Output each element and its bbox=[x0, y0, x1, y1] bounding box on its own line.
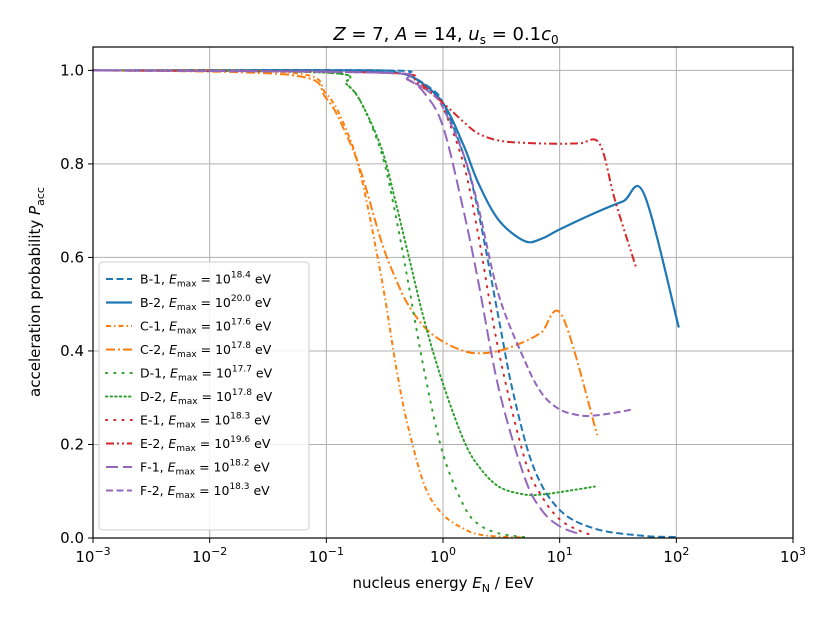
series-line-e-2 bbox=[92, 69, 637, 268]
legend-entry-e-2: E-2, Emax = 1019.6 eV bbox=[140, 435, 271, 454]
y-tick-label: 0.8 bbox=[60, 155, 84, 173]
legend-box bbox=[98, 261, 310, 531]
legend-entry-b-2: B-2, Emax = 1020.0 eV bbox=[140, 294, 272, 313]
series-line-b-1 bbox=[92, 69, 677, 539]
y-tick-label: 0.0 bbox=[60, 529, 84, 547]
legend-entry-f-2: F-2, Emax = 1018.3 eV bbox=[140, 482, 270, 501]
y-tick-label: 0.6 bbox=[60, 248, 84, 266]
y-axis-label: acceleration probability Pacc bbox=[26, 187, 47, 397]
series-layer bbox=[92, 69, 680, 539]
ticks: 10−3 10−2 10−1 100 101 102 103 0.0 0.2 0.4 0.6 0.8 1… bbox=[60, 61, 806, 566]
series-line-b-2 bbox=[92, 69, 680, 328]
legend-entry-e-1: E-1, Emax = 1018.3 eV bbox=[140, 412, 271, 431]
x-tick-label: 10−1 bbox=[309, 545, 344, 566]
grid bbox=[92, 47, 794, 539]
x-tick-label: 101 bbox=[547, 545, 573, 566]
legend: B-1, Emax = 1018.4 eV B-2, Emax = 1020.0 … bbox=[98, 261, 310, 531]
x-tick-label: 102 bbox=[663, 545, 689, 566]
x-tick-label: 10−3 bbox=[75, 545, 110, 566]
x-tick-label: 10−2 bbox=[192, 545, 227, 566]
x-tick-label: 100 bbox=[430, 545, 456, 566]
legend-entry-b-1: B-1, Emax = 1018.4 eV bbox=[140, 271, 272, 290]
legend-entry-c-1: C-1, Emax = 1017.6 eV bbox=[140, 318, 272, 337]
series-line-c-1 bbox=[92, 69, 525, 539]
legend-entry-f-1: F-1, Emax = 1018.2 eV bbox=[140, 459, 270, 478]
x-axis-label: nucleus energy EN / EeV bbox=[352, 574, 534, 595]
series-line-f-2 bbox=[92, 69, 633, 418]
x-tick-label: 103 bbox=[780, 545, 806, 566]
series-line-c-2 bbox=[92, 69, 599, 436]
series-line-d-2 bbox=[92, 69, 596, 497]
y-tick-label: 0.4 bbox=[60, 342, 84, 360]
y-tick-label: 1.0 bbox=[60, 61, 84, 79]
legend-entry-c-2: C-2, Emax = 1017.8 eV bbox=[140, 341, 272, 360]
chart-title: Z = 7, A = 14, us = 0.1c0 bbox=[332, 24, 558, 47]
legend-entry-d-1: D-1, Emax = 1017.7 eV bbox=[140, 365, 273, 384]
legend-entry-d-2: D-2, Emax = 1017.8 eV bbox=[140, 388, 273, 407]
y-tick-label: 0.2 bbox=[60, 435, 84, 453]
